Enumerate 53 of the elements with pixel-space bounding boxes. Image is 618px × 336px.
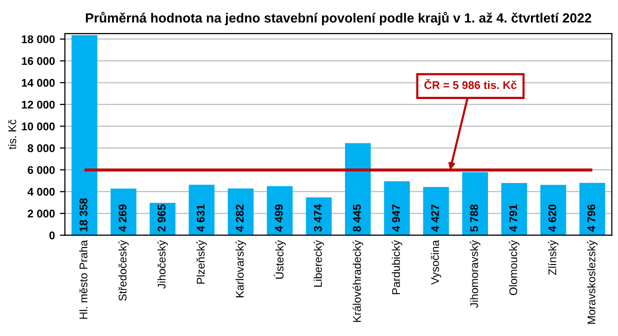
data-label: 4 269 (118, 204, 126, 232)
data-label: 4 947 (392, 204, 400, 232)
bar (540, 184, 566, 236)
data-label: 2 965 (158, 204, 166, 232)
bar (579, 182, 606, 236)
data-label: 5 788 (470, 204, 478, 232)
y-tick-label: 18 000 (22, 35, 55, 44)
data-label: 18 358 (80, 198, 88, 232)
y-tick-label: 2 000 (28, 210, 55, 218)
data-label: 4 427 (431, 204, 439, 232)
bar (501, 182, 528, 236)
x-tick-label: Liberecký (314, 240, 324, 287)
bar (462, 172, 488, 236)
y-tick-label: 12 000 (22, 100, 55, 109)
x-tick-label: Pardubický (392, 240, 402, 294)
data-label: 4 631 (196, 204, 205, 232)
x-tick-label: Moravskoslezský (587, 240, 598, 324)
data-label: 4 499 (274, 204, 283, 232)
y-axis-title: tis. Kč (8, 120, 16, 150)
y-tick-label: 14 000 (22, 78, 55, 87)
ref-line-label: ČR = 5 986 tis. Kč (424, 78, 517, 90)
y-tick-label: 8 000 (28, 144, 55, 152)
bar (110, 188, 136, 236)
chart-title: Průměrná hodnota na jedno stavební povolení podle krajů v 1. až 4. čtvrtletí 2022 (86, 12, 592, 26)
x-tick-label: Vysočina (430, 240, 442, 285)
y-tick-label: 4 000 (28, 188, 55, 196)
bar (266, 186, 293, 236)
data-label: 4 796 (587, 204, 596, 232)
y-tick-label: 6 000 (28, 166, 55, 174)
bar (188, 184, 215, 236)
data-label: 4 791 (509, 204, 518, 232)
x-tick-label: Plzeňský (196, 240, 207, 284)
y-tick-label: 16 000 (22, 57, 55, 65)
data-label: 3 474 (314, 204, 322, 232)
x-tick-label: Karlovarský (235, 240, 246, 298)
x-tick-label: Ústecký (274, 240, 286, 279)
x-tick-label: Jihomoravský (470, 240, 480, 308)
bar (228, 188, 254, 236)
x-tick-label: Královéhradecký (352, 240, 364, 322)
bar (423, 186, 449, 236)
x-tick-label: Středočeský (118, 240, 129, 301)
y-tick-label: 10 000 (22, 122, 55, 130)
bar (384, 181, 410, 236)
data-label: 4 620 (548, 204, 556, 232)
bar (344, 143, 371, 236)
y-tick-label: 0 (49, 231, 55, 240)
bar (72, 35, 98, 236)
x-tick-label: Jihočeský (157, 240, 168, 289)
data-label: 8 445 (353, 204, 361, 232)
x-tick-label: Zlínský (548, 240, 558, 275)
x-tick-label: Olomoucký (508, 240, 520, 296)
x-tick-label: Hl. město Praha (79, 240, 88, 319)
data-label: 4 282 (236, 204, 244, 232)
